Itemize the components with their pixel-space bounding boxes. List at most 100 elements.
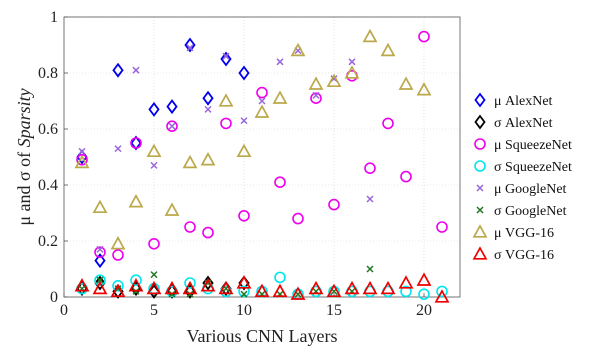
data-point: [366, 265, 374, 273]
data-point: [344, 65, 360, 79]
data-point: [398, 76, 414, 90]
legend-marker: [472, 224, 488, 238]
data-point: [236, 275, 252, 289]
data-point: [130, 274, 142, 287]
axis-ticks: 0 5 10 15 20 0 0.2 0.4 0.6 0.8 1: [38, 9, 432, 319]
x-tick-label: 0: [60, 302, 68, 319]
legend-label: μ GoogleNet: [494, 182, 567, 197]
data-point: [184, 277, 196, 289]
data-point: [94, 274, 106, 287]
data-point: [434, 289, 450, 303]
y-axis-label-italic: Sparsity: [14, 88, 34, 147]
data-point: [202, 90, 214, 106]
data-point: [130, 135, 142, 151]
series-6: [74, 28, 432, 250]
data-point: [436, 285, 448, 298]
data-point: [274, 271, 286, 284]
data-point: [326, 283, 342, 298]
data-point: [272, 90, 288, 104]
data-point: [76, 154, 88, 166]
data-point: [166, 120, 178, 132]
data-point: [416, 272, 432, 286]
data-point: [222, 52, 230, 60]
y-tick-label: 0.2: [38, 233, 58, 250]
data-point: [96, 276, 104, 284]
legend-marker: [476, 206, 484, 214]
x-tick-label: 5: [150, 302, 158, 319]
data-point: [182, 154, 198, 169]
legend-label: σ VGG-16: [494, 248, 554, 263]
data-point: [290, 286, 306, 300]
data-point: [366, 195, 374, 203]
data-point: [114, 145, 122, 153]
data-point: [240, 117, 248, 125]
legend-marker: [472, 246, 488, 260]
data-point: [400, 170, 412, 183]
data-point: [400, 285, 412, 298]
data-point: [362, 280, 378, 295]
legend-label: σ SqueezeNet: [494, 160, 572, 175]
x-axis-label: Various CNN Layers: [187, 326, 338, 346]
data-point: [218, 280, 234, 295]
data-point: [256, 86, 268, 99]
data-point: [184, 221, 196, 233]
data-point: [164, 280, 180, 295]
data-point: [380, 280, 396, 295]
data-point: [254, 283, 270, 298]
legend: μ AlexNet σ AlexNet μ SqueezeNet σ SqueezeN…: [472, 92, 572, 263]
data-point: [254, 104, 270, 118]
series-7: [74, 272, 450, 303]
data-point: [168, 122, 176, 130]
data-point: [436, 221, 448, 233]
data-point: [308, 280, 324, 295]
legend-marker: [474, 92, 486, 108]
data-point: [292, 212, 304, 225]
data-point: [112, 249, 124, 261]
data-point: [148, 238, 160, 250]
data-point: [416, 82, 432, 96]
y-tick-label: 1: [50, 9, 58, 26]
data-point: [238, 285, 250, 298]
data-point: [148, 101, 160, 117]
data-point: [184, 37, 196, 53]
data-point: [110, 236, 126, 250]
data-point: [150, 271, 158, 279]
data-point: [398, 275, 414, 289]
data-point: [200, 278, 216, 292]
legend-label: μ AlexNet: [494, 94, 553, 109]
data-point: [276, 58, 284, 66]
legend-label: σ AlexNet: [494, 116, 553, 131]
data-point: [112, 62, 124, 78]
data-point: [328, 198, 340, 211]
data-point: [186, 44, 194, 52]
y-axis-label-prefix: μ and σ of: [14, 147, 34, 225]
data-point: [132, 66, 140, 74]
y-axis-label: μ and σ of Sparsity: [14, 88, 34, 225]
data-point: [130, 137, 142, 149]
y-tick-label: 0.4: [38, 177, 58, 194]
plot-area: [64, 17, 460, 297]
data-point: [164, 202, 180, 216]
data-point: [146, 280, 162, 295]
data-point: [240, 290, 248, 298]
data-point: [74, 278, 90, 292]
data-point: [312, 91, 320, 99]
data-point: [94, 246, 106, 258]
data-point: [94, 275, 106, 291]
y-tick-label: 0.6: [38, 121, 58, 138]
data-point: [362, 28, 378, 43]
data-point: [182, 280, 198, 295]
legend-label: μ VGG-16: [494, 226, 554, 241]
data-point: [166, 99, 178, 115]
data-point: [204, 105, 212, 113]
data-point: [220, 51, 232, 67]
data-point: [382, 117, 394, 130]
x-tick-label: 20: [416, 302, 432, 319]
data-marks: [74, 28, 450, 303]
data-point: [220, 117, 232, 130]
data-point: [238, 210, 250, 222]
data-point: [310, 92, 322, 104]
legend-label: μ SqueezeNet: [494, 138, 572, 153]
data-point: [272, 283, 288, 298]
